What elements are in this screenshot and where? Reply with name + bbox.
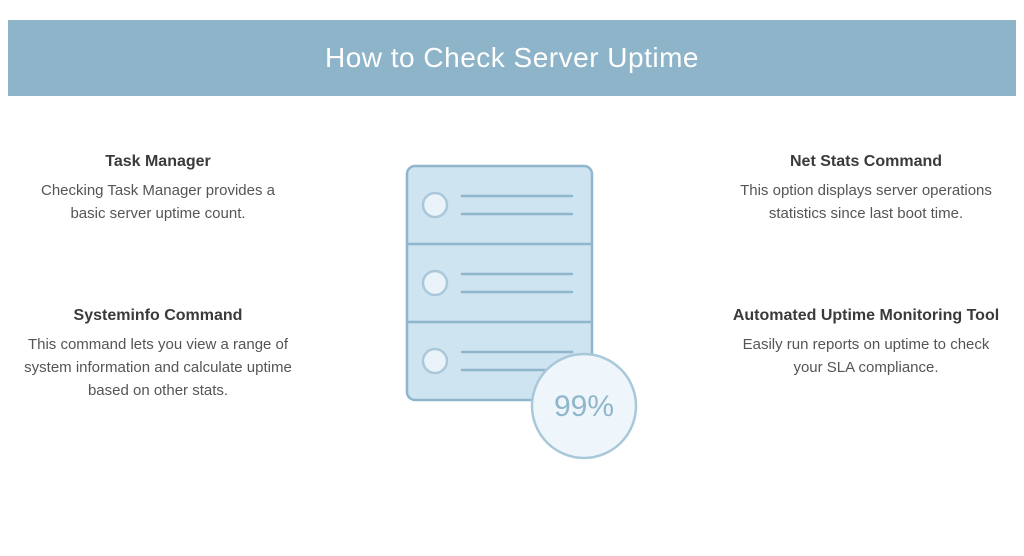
feature-desc: This command lets you view a range of sy… [23, 333, 293, 403]
server-icon: 99% [362, 156, 662, 466]
left-column: Task Manager Checking Task Manager provi… [8, 151, 308, 466]
title-banner: How to Check Server Uptime [8, 20, 1016, 96]
feature-automated-tool: Automated Uptime Monitoring Tool Easily … [716, 305, 1016, 379]
feature-title: Task Manager [23, 151, 293, 173]
feature-desc: Checking Task Manager provides a basic s… [23, 179, 293, 226]
feature-systeminfo: Systeminfo Command This command lets you… [8, 305, 308, 402]
feature-title: Systeminfo Command [23, 305, 293, 327]
server-illustration: 99% [318, 151, 706, 466]
feature-title: Automated Uptime Monitoring Tool [731, 305, 1001, 327]
feature-desc: Easily run reports on uptime to check yo… [731, 333, 1001, 380]
svg-text:99%: 99% [554, 390, 614, 423]
right-column: Net Stats Command This option displays s… [716, 151, 1016, 466]
feature-net-stats: Net Stats Command This option displays s… [716, 151, 1016, 225]
feature-task-manager: Task Manager Checking Task Manager provi… [8, 151, 308, 225]
content-grid: Task Manager Checking Task Manager provi… [8, 96, 1016, 466]
feature-title: Net Stats Command [731, 151, 1001, 173]
page-title: How to Check Server Uptime [18, 42, 1006, 74]
feature-desc: This option displays server operations s… [731, 179, 1001, 226]
